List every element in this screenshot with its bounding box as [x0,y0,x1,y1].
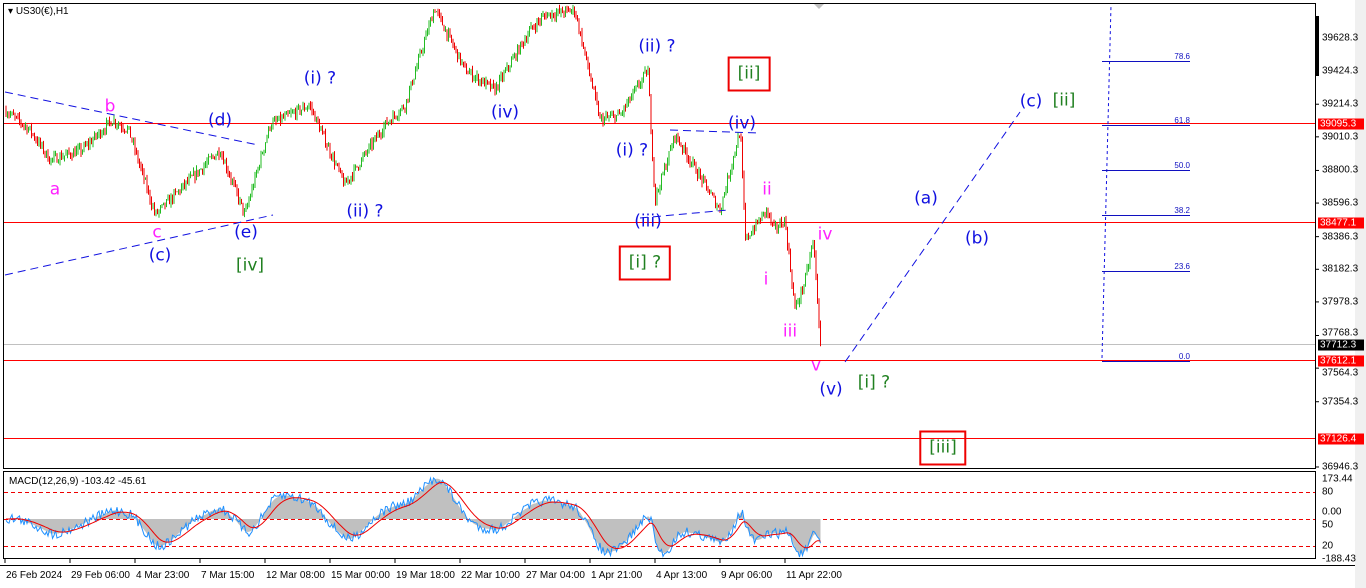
wave-label-b[interactable]: b [104,96,116,117]
wave-label-v-small[interactable]: v [810,355,822,376]
wave-label-i-box[interactable]: [i] ? [618,245,672,281]
macd-main-line [5,476,821,558]
macd-title: MACD(12,26,9) -103.42 -45.61 [9,476,147,487]
wave-label-e[interactable]: (e) [234,222,258,243]
level-price-tag: 37612.1 [1318,355,1364,366]
macd-indicator [4,476,1315,558]
price-tick-label: 38800.3 [1322,164,1359,176]
chart-title: ▾ US30(€),H1 [8,6,69,17]
wave-label-ii-small[interactable]: ii [762,179,772,200]
macd-axis-label: 80 [1322,486,1334,498]
level-price-tag: 37126.4 [1318,433,1364,444]
time-tick-label: 11 Apr 22:00 [786,570,842,581]
triangle-upper-line[interactable] [4,91,259,146]
time-tick-label: 4 Apr 13:00 [656,570,708,581]
fibonacci-retracement [1102,61,1190,362]
main-pane-border [3,3,1316,469]
fib-level-label: 23.6 [1174,261,1190,271]
triangle-lower-line[interactable] [4,214,274,276]
price-scale-handle[interactable] [1316,16,1319,76]
wave-label-ii-box[interactable]: [ii] [727,56,771,92]
wave-label-iii-small[interactable]: iii [782,321,798,342]
macd-axis-label: 0.00 [1322,506,1342,518]
fib-level-label: 0.0 [1178,351,1190,361]
price-tick-label: 37564.3 [1322,367,1359,378]
price-tick-label: 38596.3 [1322,197,1359,209]
price-tick-label: 37978.3 [1322,296,1359,308]
triangle-down-icon[interactable]: ▾ [8,6,16,17]
price-tick-label: 36946.3 [1322,461,1359,473]
price-tick-label: 38386.3 [1322,231,1359,243]
wave-label-iv-small[interactable]: iv [817,224,833,245]
macd-histogram [6,478,821,554]
time-tick-label: 27 Mar 04:00 [526,570,585,581]
fib-level-label: 50.0 [1174,160,1190,170]
time-tick-label: 4 Mar 23:00 [136,570,190,581]
time-tick-label: 26 Feb 2024 [6,570,63,581]
wave-label-i-1[interactable]: (i) ? [303,68,337,89]
time-tick-label: 22 Mar 10:00 [461,570,520,581]
price-tick-label: 39628.3 [1322,32,1359,44]
wave-label-iii-2[interactable]: (iii) [634,211,662,232]
channel-lower-line[interactable] [639,209,729,219]
current-price-tag: 37712.3 [1318,339,1364,350]
fib-level-label: 38.2 [1174,205,1190,215]
wave-label-c-projection[interactable]: (c) [1019,91,1043,112]
wave-label-iv-2[interactable]: (iv) [727,113,757,134]
time-tick-label: 9 Apr 06:00 [721,570,773,581]
price-tick-label: 39214.3 [1322,98,1359,110]
fib-trend-line[interactable] [1101,4,1112,359]
wave-label-ii-2[interactable]: (ii) ? [638,36,676,57]
time-tick-label: 12 Mar 08:00 [266,570,325,581]
time-tick-label: 1 Apr 21:00 [591,570,643,581]
macd-axis-label: 173.44 [1322,473,1353,485]
time-tick-label: 15 Mar 00:00 [331,570,390,581]
wave-label-b-projection[interactable]: (b) [964,228,990,249]
wave-label-ii-1[interactable]: (ii) ? [346,201,384,222]
macd-axis-label: 20 [1322,540,1334,552]
wave-label-i-2[interactable]: (i) ? [615,140,649,161]
channel-upper-line[interactable] [669,129,759,134]
price-tick-label: 39010.3 [1322,131,1359,143]
wave-label-iv-1[interactable]: (iv) [490,102,520,123]
price-tick-label: 38182.3 [1322,263,1359,275]
price-tick-label: 39424.3 [1322,65,1359,77]
projection-line[interactable] [844,111,1021,363]
price-tick-label: 37354.3 [1322,396,1359,408]
candles [5,4,821,347]
macd-pane-border [3,471,1316,559]
time-tick-label: 19 Mar 18:00 [396,570,455,581]
time-tick-label: 7 Mar 15:00 [201,570,255,581]
wave-label-a[interactable]: a [49,179,61,200]
wave-label-d[interactable]: (d) [207,110,233,131]
level-price-tag: 39095.3 [1318,118,1364,129]
macd-axis-label: -188.43 [1322,553,1356,565]
wave-label-c-minor[interactable]: c [152,222,162,243]
wave-label-i-major[interactable]: [i] ? [857,372,891,393]
wave-label-ii-major[interactable]: [ii] [1052,90,1076,111]
wave-label-c[interactable]: (c) [148,245,172,266]
wave-label-iv-major[interactable]: [iv] [235,255,265,276]
fib-level-label: 78.6 [1174,51,1190,61]
level-price-tag: 38477.1 [1318,217,1364,228]
wave-label-i-small[interactable]: i [763,269,769,290]
price-tick-label: 37768.3 [1322,327,1359,338]
fib-level-label: 61.8 [1174,115,1190,125]
time-tick-label: 29 Feb 06:00 [71,570,130,581]
wave-label-iii-box[interactable]: [iii] [919,430,967,466]
shift-marker-icon[interactable] [814,4,824,9]
macd-axis-label: 50 [1322,519,1334,531]
trendlines [4,4,1112,363]
wave-label-v[interactable]: (v) [819,379,843,400]
macd-signal-line [6,481,821,549]
wave-label-a-projection[interactable]: (a) [914,188,938,209]
